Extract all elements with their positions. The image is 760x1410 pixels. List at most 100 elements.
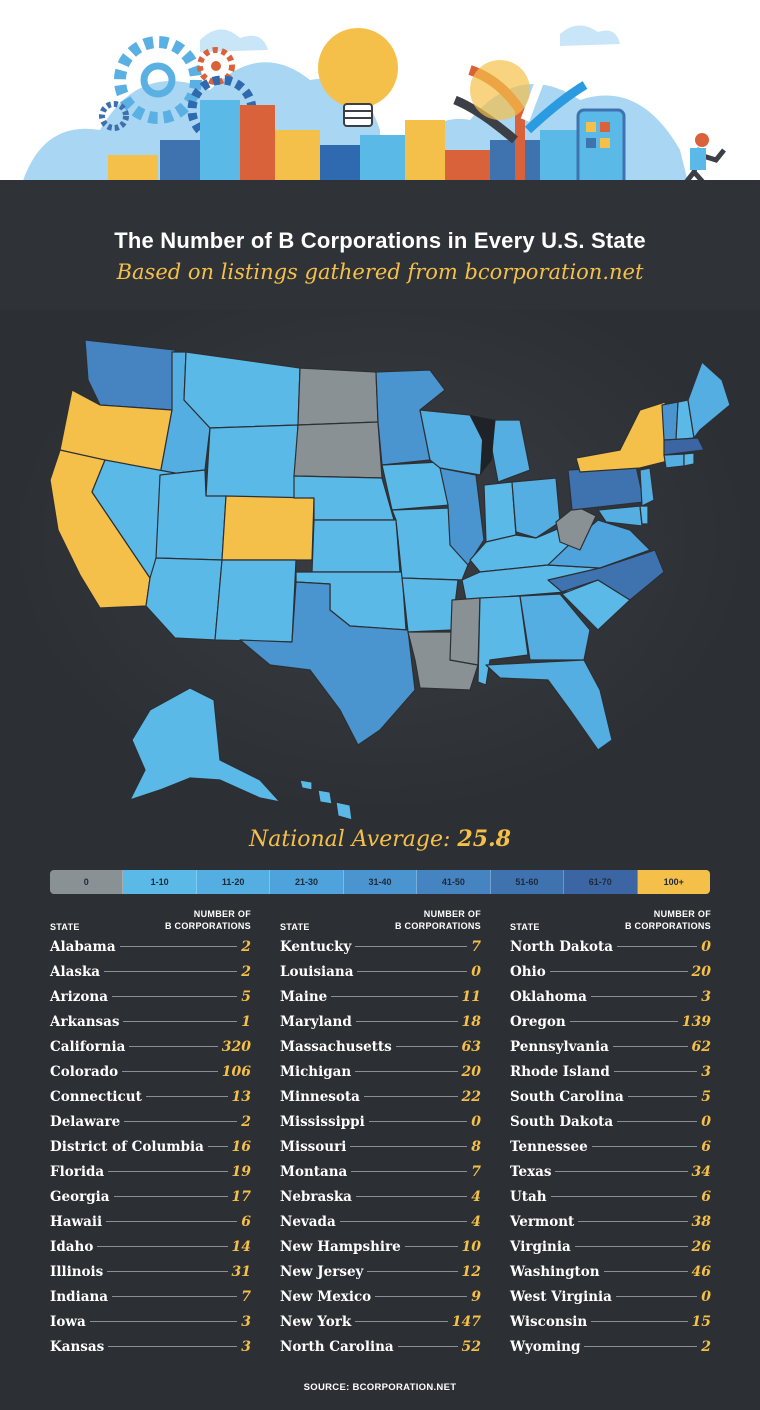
leader-line xyxy=(578,1221,688,1222)
national-average: National Average: 25.8 xyxy=(0,826,760,852)
table-row: Kansas 3 xyxy=(50,1334,251,1359)
state-count: 3 xyxy=(701,1063,711,1080)
state-pennsylvania xyxy=(567,465,645,511)
table-row: Idaho 14 xyxy=(50,1234,251,1259)
state-name: Illinois xyxy=(50,1263,104,1280)
state-count: 20 xyxy=(461,1063,481,1080)
state-name: Kentucky xyxy=(280,938,352,955)
state-north-dakota xyxy=(297,367,379,426)
leader-line xyxy=(367,1271,458,1272)
state-name: Arizona xyxy=(50,988,108,1005)
state-name: Idaho xyxy=(50,1238,94,1255)
legend-item: 51-60 xyxy=(490,870,565,894)
state-name: South Dakota xyxy=(510,1113,614,1130)
leader-line xyxy=(603,1271,688,1272)
state-count: 5 xyxy=(701,1088,711,1105)
state-rhode-island xyxy=(683,452,695,467)
leader-line xyxy=(129,1046,218,1047)
table-row: Maryland 18 xyxy=(280,1009,481,1034)
state-delaware xyxy=(639,505,649,525)
state-count: 17 xyxy=(231,1188,251,1205)
table-row: Minnesota 22 xyxy=(280,1084,481,1109)
lightbulb-icon xyxy=(318,28,398,127)
state-name: Ohio xyxy=(510,963,546,980)
state-alaska xyxy=(129,687,281,803)
table-row: Michigan 20 xyxy=(280,1059,481,1084)
state-name: Kansas xyxy=(50,1338,105,1355)
leader-line xyxy=(351,1171,468,1172)
state-name: Indiana xyxy=(50,1288,109,1305)
state-name: Montana xyxy=(280,1163,348,1180)
leader-line xyxy=(355,1021,458,1022)
leader-line xyxy=(97,1246,228,1247)
page-subtitle: Based on listings gathered from bcorpora… xyxy=(116,260,644,284)
state-count: 10 xyxy=(461,1238,481,1255)
legend-item: 1-10 xyxy=(123,870,197,894)
state-name: Florida xyxy=(50,1163,105,1180)
state-count: 0 xyxy=(471,963,481,980)
count-header-line-1: NUMBER OF xyxy=(423,909,481,919)
state-name: Colorado xyxy=(50,1063,119,1080)
table-row: Mississippi 0 xyxy=(280,1109,481,1134)
state-name: Nevada xyxy=(280,1213,336,1230)
state-washington xyxy=(84,339,176,411)
count-header-line-2: B CORPORATIONS xyxy=(394,921,481,931)
state-montana xyxy=(183,351,301,429)
state-count: 14 xyxy=(231,1238,251,1255)
table-row: Tennessee 6 xyxy=(510,1134,711,1159)
state-name: Delaware xyxy=(50,1113,121,1130)
leader-line xyxy=(375,1296,468,1297)
state-count: 19 xyxy=(231,1163,251,1180)
table-header: STATE NUMBER OF B CORPORATIONS xyxy=(510,906,711,934)
table-row: Pennsylvania 62 xyxy=(510,1034,711,1059)
table-row: Oklahoma 3 xyxy=(510,984,711,1009)
leader-line xyxy=(395,1046,458,1047)
state-new-york xyxy=(575,401,673,473)
table-row: Washington 46 xyxy=(510,1259,711,1284)
state-count: 46 xyxy=(691,1263,711,1280)
leader-line xyxy=(355,1196,468,1197)
state-name: Oregon xyxy=(510,1013,566,1030)
leader-line xyxy=(550,1196,698,1197)
leader-line xyxy=(617,946,698,947)
table-row: Alaska 2 xyxy=(50,959,251,984)
table-row: Virginia 26 xyxy=(510,1234,711,1259)
state-count: 15 xyxy=(691,1313,711,1330)
state-ohio xyxy=(511,477,561,539)
state-count: 8 xyxy=(471,1138,481,1155)
table-row: Florida 19 xyxy=(50,1159,251,1184)
legend-item: 61-70 xyxy=(564,870,638,894)
table-row: New Hampshire 10 xyxy=(280,1234,481,1259)
state-count: 1 xyxy=(241,1013,251,1030)
state-count: 5 xyxy=(241,988,251,1005)
state-name: Missouri xyxy=(280,1138,347,1155)
legend-item: 41-50 xyxy=(417,870,491,894)
leader-line xyxy=(113,1196,228,1197)
state-colorado xyxy=(221,495,315,561)
table-row: Arizona 5 xyxy=(50,984,251,1009)
state-count: 20 xyxy=(691,963,711,980)
leader-line xyxy=(549,971,688,972)
count-header-line-1: NUMBER OF xyxy=(653,909,711,919)
state-name: Washington xyxy=(510,1263,600,1280)
state-count: 26 xyxy=(691,1238,711,1255)
state-count: 6 xyxy=(701,1188,711,1205)
count-column-header: NUMBER OF B CORPORATIONS xyxy=(165,908,251,932)
state-kansas xyxy=(311,519,401,573)
state-name: Wisconsin xyxy=(510,1313,588,1330)
state-count: 63 xyxy=(461,1038,481,1055)
table-row: North Dakota 0 xyxy=(510,934,711,959)
state-wyoming xyxy=(205,424,299,499)
state-name: California xyxy=(50,1038,126,1055)
state-name: Maryland xyxy=(280,1013,352,1030)
state-name: Louisiana xyxy=(280,963,354,980)
state-name: Iowa xyxy=(50,1313,86,1330)
state-count: 3 xyxy=(241,1313,251,1330)
table-row: Indiana 7 xyxy=(50,1284,251,1309)
state-name: Arkansas xyxy=(50,1013,120,1030)
page-title: The Number of B Corporations in Every U.… xyxy=(114,228,646,253)
leader-line xyxy=(613,1071,698,1072)
table-row: Hawaii 6 xyxy=(50,1209,251,1234)
state-count: 52 xyxy=(461,1338,481,1355)
state-column-header: STATE xyxy=(510,922,540,932)
